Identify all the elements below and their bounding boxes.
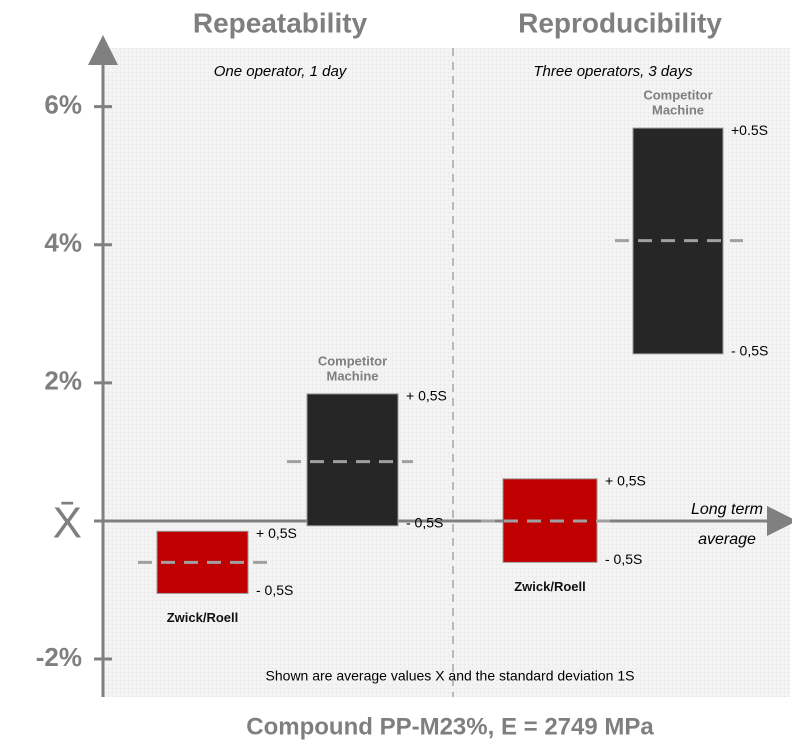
- reference-label: average: [698, 531, 756, 548]
- y-tick-label: -2%: [36, 642, 82, 672]
- bar-label: Competitor: [643, 88, 712, 103]
- low-label: - 0,5S: [731, 343, 768, 359]
- x-axis-label: Compound PP-M23%, E = 2749 MPa: [246, 713, 654, 740]
- brand-logo: Zwick/Roell: [514, 579, 586, 594]
- range-bar: [306, 393, 399, 527]
- high-label: + 0,5S: [406, 388, 447, 404]
- bar-label: Competitor: [318, 353, 387, 368]
- brand-logo: Zwick/Roell: [167, 610, 239, 625]
- footnote: Shown are average values X and the stand…: [266, 668, 635, 684]
- group-subtitle: One operator, 1 day: [214, 63, 348, 80]
- bar-label: Machine: [326, 368, 378, 383]
- bar-label: Machine: [652, 103, 704, 118]
- low-label: - 0,5S: [406, 514, 443, 530]
- y-tick-label: 6%: [44, 90, 82, 120]
- low-label: - 0,5S: [256, 582, 293, 598]
- y-tick-label: 2%: [44, 366, 82, 396]
- high-label: + 0,5S: [256, 525, 297, 541]
- group-title: Reproducibility: [518, 7, 722, 38]
- high-label: +0.5S: [731, 122, 768, 138]
- y-tick-label: X̄: [53, 499, 82, 548]
- y-tick-label: 4%: [44, 228, 82, 258]
- group-subtitle: Three operators, 3 days: [533, 63, 693, 80]
- reference-label: Long term: [691, 501, 763, 518]
- low-label: - 0,5S: [605, 551, 642, 567]
- high-label: + 0,5S: [605, 473, 646, 489]
- group-title: Repeatability: [193, 7, 368, 38]
